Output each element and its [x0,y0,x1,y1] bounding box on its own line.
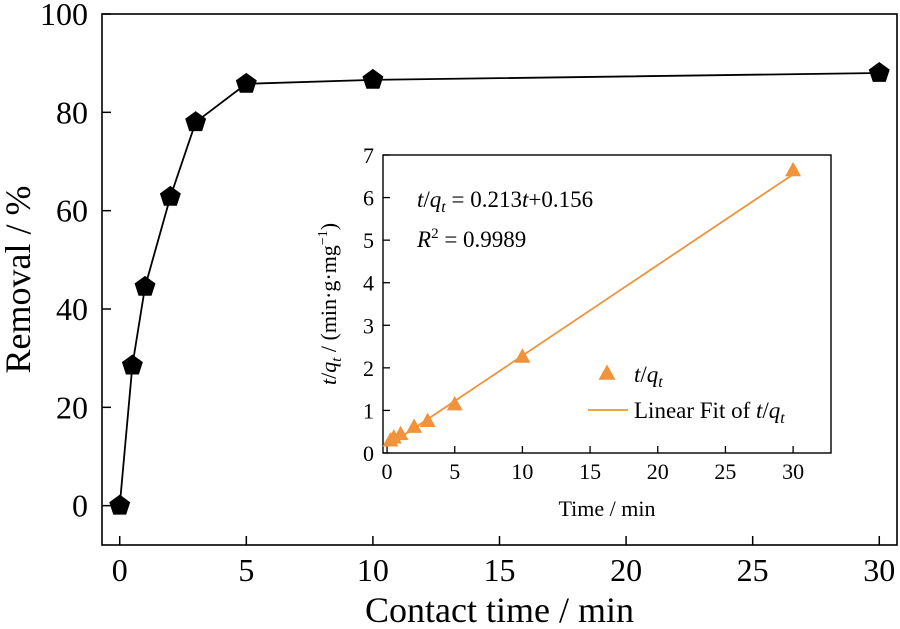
eq-lhs-sub: t [441,199,446,216]
inset-x-tick-label: 30 [782,459,804,484]
main-data-point [868,62,890,82]
inset-y-label-t: t [316,378,341,385]
inset-y-ticks: 0 1 2 3 4 5 6 7 [363,143,390,466]
leg2-text: Linear Fit of [634,398,756,423]
inset-y-label-sub: t [329,357,345,362]
inset-x-tick-label: 10 [511,459,533,484]
r2-value: = 0.9989 [439,227,527,252]
eq-lhs-slash: / [423,187,430,212]
leg2-sub: t [780,410,785,427]
inset-y-label-exp: −1 [316,230,331,245]
main-x-tick-label: 25 [737,552,769,588]
inset-y-tick-label: 4 [363,271,374,296]
inset-y-tick-label: 6 [363,186,374,211]
main-y-ticks: 0 20 40 60 80 100 [40,0,111,524]
r2-R: R [416,227,431,252]
main-x-tick-label: 0 [112,552,128,588]
main-y-tick-label: 80 [56,94,88,130]
main-x-ticks: 0 5 10 15 20 25 30 [112,536,895,588]
inset-y-tick-label: 0 [363,441,374,466]
inset-y-label-slash: / [316,372,341,379]
inset-x-tick-label: 20 [647,459,669,484]
inset-y-label-unit: / (min·g·mg [316,245,341,357]
inset-x-ticks: 0 5 10 15 20 25 30 [382,446,804,484]
inset-data-point [392,425,409,441]
main-x-tick-label: 15 [484,552,516,588]
legend-scatter-marker [598,364,616,380]
main-data-point [235,72,257,93]
main-data-point [159,185,181,206]
leg2-slash: / [762,398,769,423]
eq-rhs-t: t [522,187,529,212]
leg1-q: q [647,362,659,387]
leg1-slash: / [640,362,647,387]
main-data-point [134,275,156,296]
inset-data-point [785,161,802,177]
main-series-points [109,62,890,515]
inset-x-tick-label: 15 [579,459,601,484]
main-y-tick-label: 100 [40,0,88,32]
inset-x-tick-label: 5 [449,459,460,484]
inset-data-point [514,348,531,363]
inset-y-label-close: ) [316,223,341,230]
main-y-tick-label: 0 [72,488,88,524]
main-y-axis-label: Removal / % [0,186,38,374]
main-y-tick-label: 20 [56,389,88,425]
eq-lhs-q: q [430,187,442,212]
inset-y-tick-label: 1 [363,398,374,423]
main-x-tick-label: 20 [610,552,642,588]
main-data-point [109,494,131,515]
main-series-line [118,72,880,506]
inset-series-points [382,161,802,447]
r-squared: R2 = 0.9989 [416,226,526,252]
leg2-q: q [769,398,781,423]
main-x-axis-label: Contact time / min [365,590,634,629]
leg1-sub: t [658,374,663,391]
inset-plot-frame [382,154,832,454]
inset-data-point [406,418,423,433]
inset-y-label-q: q [316,362,341,373]
inset-y-tick-label: 7 [363,143,374,168]
main-data-point [121,354,143,375]
leg1-t: t [634,362,641,387]
inset-y-tick-label: 5 [363,228,374,253]
main-x-tick-label: 5 [238,552,254,588]
main-y-tick-label: 60 [56,193,88,229]
fit-equation: t/qt = 0.213t+0.156 [417,187,593,216]
inset-x-axis-label: Time / min [559,496,656,521]
inset-data-point [419,412,436,427]
inset-x-tick-label: 0 [382,459,393,484]
inset-data-point [446,395,463,411]
eq-rhs-a: = 0.213 [446,187,522,212]
main-x-tick-label: 30 [863,552,895,588]
main-data-point [362,68,384,89]
inset-x-tick-label: 25 [714,459,736,484]
legend-scatter-label: t/qt [634,362,663,391]
main-y-tick-label: 40 [56,291,88,327]
inset-y-tick-label: 3 [363,313,374,338]
eq-rhs-b: +0.156 [528,187,593,212]
main-x-tick-label: 10 [357,552,389,588]
r2-sup: 2 [431,226,439,242]
inset-legend: t/qt Linear Fit of t/qt [588,362,785,427]
leg2-t: t [756,398,763,423]
main-data-point [185,111,207,132]
legend-fit-label: Linear Fit of t/qt [634,398,785,427]
eq-lhs-t: t [417,187,424,212]
inset-y-axis-label: t/qt / (min·g·mg−1) [316,223,345,385]
inset-y-tick-label: 2 [363,356,374,381]
